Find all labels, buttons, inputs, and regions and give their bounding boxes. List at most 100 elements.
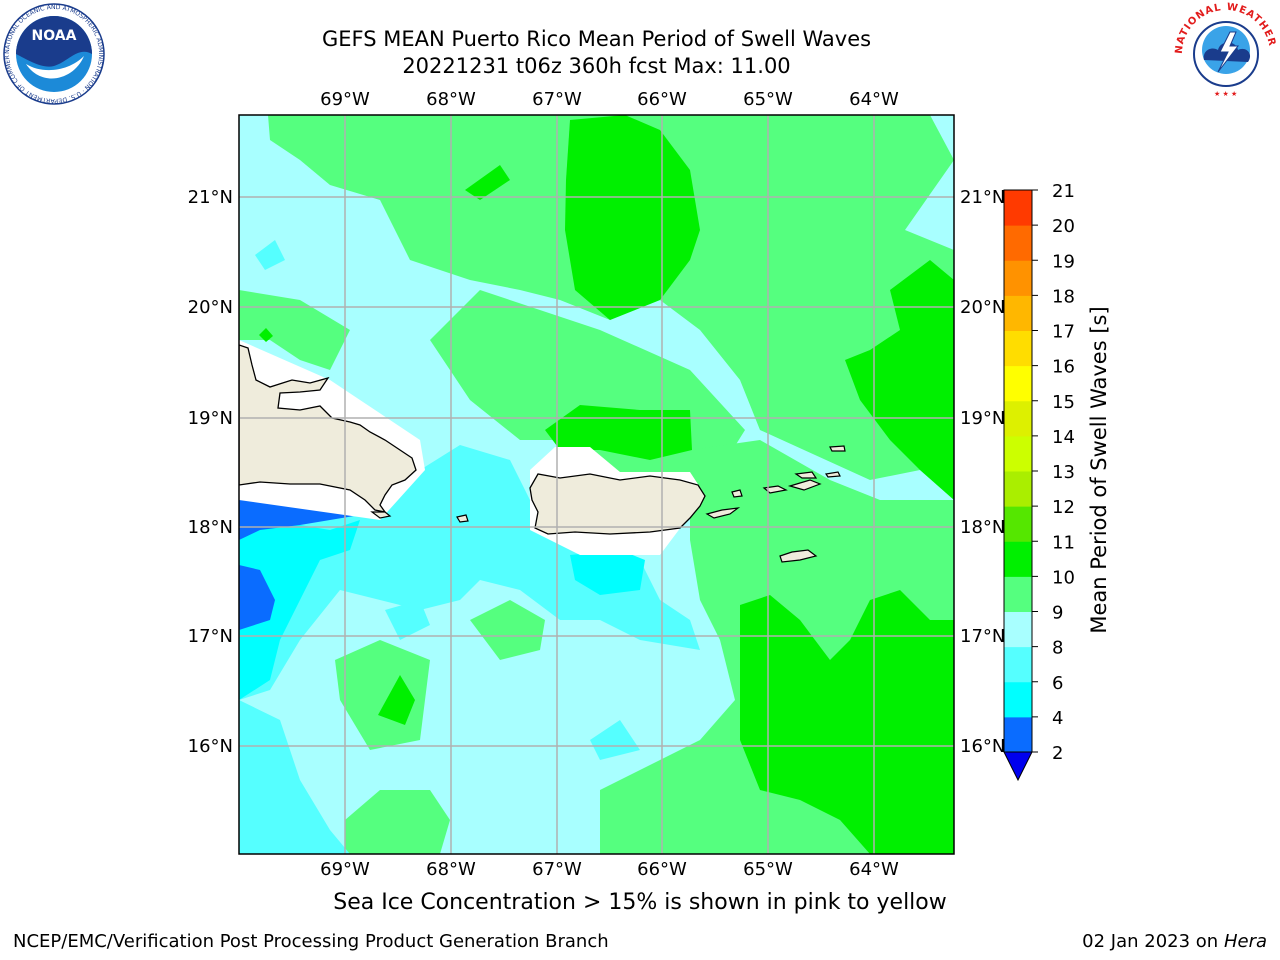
colorbar-tick-label: 11 <box>1052 532 1075 553</box>
footer-date: 02 Jan 2023 on Hera <box>1082 931 1267 952</box>
lon-label: 66°W <box>637 859 687 880</box>
lat-label: 19°N <box>960 408 1005 429</box>
lon-label: 68°W <box>426 89 476 110</box>
noaa-logo: NATIONAL OCEANIC AND ATMOSPHERIC ADMINIS… <box>2 2 105 105</box>
colorbar-tick-label: 14 <box>1052 427 1075 448</box>
colorbar-tick-label: 18 <box>1052 286 1075 307</box>
contour-6-8-sw <box>239 700 350 854</box>
colorbar-segment <box>1004 681 1032 718</box>
lat-label: 21°N <box>188 187 233 208</box>
sea-ice-note: Sea Ice Concentration > 15% is shown in … <box>333 890 947 915</box>
colorbar-tick-label: 17 <box>1052 322 1075 343</box>
colorbar-extend-arrow <box>1003 751 1033 782</box>
colorbar-segment <box>1004 260 1032 296</box>
colorbar-segment <box>1004 471 1032 507</box>
colorbar-segment <box>1004 576 1032 612</box>
colorbar-tick-label: 10 <box>1052 567 1075 588</box>
contour-9-10-west <box>239 290 350 370</box>
lon-label: 69°W <box>320 89 370 110</box>
contour-6-8-small <box>590 720 640 760</box>
contour-9-10-mid <box>470 600 545 660</box>
colorbar-tick-label: 16 <box>1052 357 1075 378</box>
colorbar-segment <box>1004 506 1032 542</box>
st-croix <box>779 549 818 563</box>
lon-label: 64°W <box>849 89 899 110</box>
lat-label: 21°N <box>960 187 1005 208</box>
colorbar-segment <box>1004 295 1032 331</box>
colorbar-tick-label: 4 <box>1052 708 1063 729</box>
colorbar-segment <box>1004 330 1032 367</box>
grid-lines <box>239 115 954 854</box>
colorbar-tick-label: 12 <box>1052 497 1075 518</box>
colorbar-tick-label: 8 <box>1052 638 1063 659</box>
noaa-logo-text: NOAA <box>32 28 77 44</box>
contour-10-11-small2 <box>465 165 510 200</box>
colorbar-label: Mean Period of Swell Waves [s] <box>1087 306 1111 633</box>
colorbar-tick-label: 21 <box>1052 181 1075 202</box>
lat-label: 20°N <box>960 297 1005 318</box>
lat-labels-left: 21°N 20°N 19°N 18°N 17°N 16°N <box>188 187 233 757</box>
colorbar-tick-label: 9 <box>1052 603 1063 624</box>
svg-text:★ ★ ★: ★ ★ ★ <box>1214 90 1237 98</box>
chart-title: GEFS MEAN Puerto Rico Mean Period of Swe… <box>321 27 872 51</box>
contour-4-6 <box>239 520 360 700</box>
lon-labels-bottom: 69°W 68°W 67°W 66°W 65°W 64°W <box>320 859 899 880</box>
contour-6-8-w <box>255 240 285 270</box>
island-saona <box>370 511 392 519</box>
lon-labels-top: 69°W 68°W 67°W 66°W 65°W 64°W <box>320 89 899 110</box>
colorbar-segment <box>1004 225 1032 261</box>
colorbar: 2 4 6 8 9 10 11 12 13 14 15 16 17 18 19 20 21 <box>1003 181 1075 782</box>
chart-subtitle: 20221231 t06z 360h fcst Max: 11.00 <box>402 54 791 78</box>
lon-label: 67°W <box>532 859 582 880</box>
contour-10-11-small3 <box>259 328 273 342</box>
contour-9-10-sw2 <box>335 640 430 750</box>
colorbar-segment <box>1004 190 1032 226</box>
colorbar-tick-label: 6 <box>1052 673 1063 694</box>
map-frame <box>238 114 955 855</box>
contour-field <box>239 115 954 854</box>
footer-host: Hera <box>1223 931 1267 952</box>
lat-label: 18°N <box>188 517 233 538</box>
colorbar-segment <box>1004 435 1032 472</box>
contour-10-11-north <box>565 115 700 320</box>
contour-9-10-south <box>345 790 450 854</box>
contour-9-10-central <box>430 290 745 520</box>
lon-label: 65°W <box>743 859 793 880</box>
colorbar-segment <box>1004 646 1032 683</box>
lat-label: 18°N <box>960 517 1005 538</box>
island-mona <box>456 514 469 523</box>
contour-2-4-sw <box>239 565 275 630</box>
vieques <box>705 507 741 519</box>
anegada <box>829 445 846 452</box>
lon-label: 68°W <box>426 859 476 880</box>
colorbar-segment <box>1004 541 1032 577</box>
lon-label: 69°W <box>320 859 370 880</box>
colorbar-segment <box>1004 611 1032 648</box>
lat-label: 20°N <box>188 297 233 318</box>
colorbar-tick-label: 19 <box>1052 251 1075 272</box>
hispaniola-coast <box>239 344 417 513</box>
colorbar-segment <box>1004 365 1032 402</box>
culebra <box>731 489 743 498</box>
lat-label: 17°N <box>960 626 1005 647</box>
colorbar-tick-label: 13 <box>1052 462 1075 483</box>
anguilla-area <box>824 471 841 478</box>
virgin-gorda <box>794 471 818 479</box>
lon-label: 66°W <box>637 89 687 110</box>
colorbar-tick-label: 2 <box>1052 743 1063 764</box>
lon-label: 65°W <box>743 89 793 110</box>
lat-labels-right: 21°N 20°N 19°N 18°N 17°N 16°N <box>960 187 1005 757</box>
contour-6-8-e <box>385 600 430 640</box>
footer-credit: NCEP/EMC/Verification Post Processing Pr… <box>13 931 609 952</box>
contour-10-11-ne <box>845 260 954 500</box>
lon-label: 64°W <box>849 859 899 880</box>
colorbar-segment <box>1004 716 1032 753</box>
contour-10-11-small1 <box>378 675 415 725</box>
colorbar-segment <box>1004 400 1032 437</box>
lat-label: 16°N <box>188 736 233 757</box>
contour-10-11-se <box>740 590 954 854</box>
footer-date-text: 02 Jan 2023 on <box>1082 931 1224 952</box>
colorbar-tick-label: 20 <box>1052 216 1075 237</box>
